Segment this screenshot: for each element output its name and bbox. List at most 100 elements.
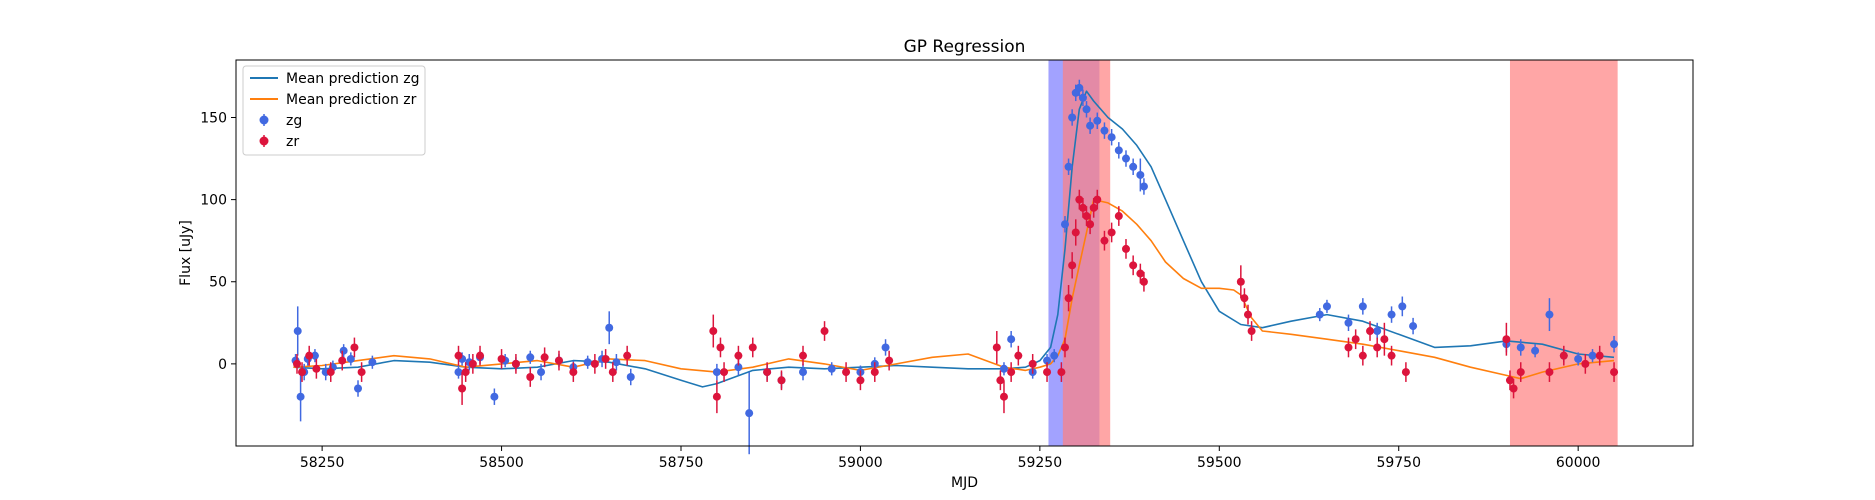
data-point-zg bbox=[1409, 322, 1418, 331]
data-point-zg bbox=[1398, 302, 1407, 311]
data-point-zg bbox=[1588, 351, 1597, 360]
data-point-zr bbox=[540, 353, 549, 362]
data-point-zg bbox=[1358, 302, 1367, 311]
data-point-zg bbox=[346, 354, 355, 363]
x-tick-label: 59750 bbox=[1376, 455, 1421, 471]
x-tick-label: 59500 bbox=[1197, 455, 1242, 471]
legend-label-zg-points: zg bbox=[286, 113, 302, 129]
data-point-zg bbox=[368, 358, 377, 367]
data-point-zg bbox=[1531, 346, 1540, 355]
data-point-zr bbox=[1505, 376, 1514, 385]
observation-points bbox=[291, 79, 1619, 455]
data-point-zr bbox=[511, 359, 520, 368]
data-point-zg bbox=[1075, 83, 1084, 92]
data-point-zr bbox=[748, 343, 757, 352]
legend-marker-zr bbox=[259, 136, 269, 146]
data-point-zr bbox=[1071, 228, 1080, 237]
data-point-zg bbox=[734, 363, 743, 372]
data-point-zr bbox=[734, 351, 743, 360]
data-point-zg bbox=[745, 409, 754, 418]
data-point-zg bbox=[1315, 310, 1324, 319]
data-point-zr bbox=[1581, 359, 1590, 368]
data-point-zr bbox=[1064, 294, 1073, 303]
data-point-zg bbox=[354, 384, 363, 393]
y-tick-label: 0 bbox=[218, 357, 227, 373]
data-point-zg bbox=[537, 368, 546, 377]
legend-label-zg-line: Mean prediction zg bbox=[286, 71, 420, 87]
legend-box bbox=[242, 65, 426, 156]
x-tick-label: 60000 bbox=[1556, 455, 1601, 471]
data-point-zr bbox=[476, 351, 485, 360]
data-point-zr bbox=[601, 354, 610, 363]
data-point-zg bbox=[1100, 126, 1109, 135]
data-point-zg bbox=[1545, 310, 1554, 319]
data-point-zr bbox=[1121, 244, 1130, 253]
data-point-zg bbox=[1574, 354, 1583, 363]
y-tick-label: 150 bbox=[200, 110, 227, 126]
data-point-zr bbox=[1358, 351, 1367, 360]
data-point-zg bbox=[1322, 302, 1331, 311]
data-point-zr bbox=[526, 373, 535, 382]
data-point-zg bbox=[490, 392, 499, 401]
data-point-zr bbox=[1344, 343, 1353, 352]
chart-title: GP Regression bbox=[904, 37, 1026, 57]
axes: 58250 58500 58750 59000 59250 59500 59750 60000… bbox=[200, 110, 1600, 471]
data-point-zr bbox=[1028, 359, 1037, 368]
data-point-zg bbox=[1050, 351, 1059, 360]
data-point-zr bbox=[1240, 294, 1249, 303]
shaded-region-red-2 bbox=[1509, 60, 1618, 446]
data-point-zr bbox=[305, 351, 314, 360]
data-point-zr bbox=[623, 351, 632, 360]
data-point-zr bbox=[357, 368, 366, 377]
data-point-zr bbox=[458, 384, 467, 393]
data-point-zr bbox=[298, 368, 307, 377]
data-point-zr bbox=[856, 376, 865, 385]
data-point-zg bbox=[799, 368, 808, 377]
data-point-zr bbox=[720, 368, 729, 377]
data-point-zr bbox=[1100, 236, 1109, 245]
x-tick-label: 59000 bbox=[838, 455, 883, 471]
data-point-zg bbox=[1136, 170, 1145, 179]
data-point-zg bbox=[605, 323, 614, 332]
data-point-zr bbox=[1129, 261, 1138, 270]
data-point-zg bbox=[827, 364, 836, 373]
data-point-zr bbox=[1014, 351, 1023, 360]
data-point-zg bbox=[339, 346, 348, 355]
data-point-zr bbox=[1093, 195, 1102, 204]
data-point-zr bbox=[820, 327, 829, 336]
data-point-zg bbox=[1121, 154, 1130, 163]
data-point-zr bbox=[1075, 195, 1084, 204]
data-point-zr bbox=[1502, 335, 1511, 344]
data-point-zr bbox=[1373, 343, 1382, 352]
data-point-zg bbox=[1344, 318, 1353, 327]
data-point-zr bbox=[1107, 228, 1116, 237]
data-point-zg bbox=[1078, 93, 1087, 102]
data-point-zr bbox=[1068, 261, 1077, 270]
legend-marker-zg bbox=[259, 115, 269, 125]
data-point-zg bbox=[626, 373, 635, 382]
data-point-zr bbox=[554, 356, 563, 365]
data-point-zr bbox=[709, 327, 718, 336]
data-point-zg bbox=[296, 392, 305, 401]
x-tick-label: 59250 bbox=[1018, 455, 1063, 471]
legend-label-zr-line: Mean prediction zr bbox=[286, 92, 417, 108]
data-point-zr bbox=[569, 368, 578, 377]
data-point-zr bbox=[763, 368, 772, 377]
data-point-zr bbox=[712, 392, 721, 401]
data-point-zr bbox=[1351, 335, 1360, 344]
data-point-zr bbox=[326, 368, 335, 377]
data-point-zr bbox=[716, 343, 725, 352]
data-point-zg bbox=[1086, 121, 1095, 130]
y-axis-label: Flux [uJy] bbox=[178, 220, 194, 286]
data-point-zr bbox=[608, 368, 617, 377]
data-point-zr bbox=[1136, 269, 1145, 278]
data-point-zr bbox=[1516, 368, 1525, 377]
data-point-zg bbox=[1043, 356, 1052, 365]
data-point-zr bbox=[1057, 368, 1066, 377]
data-point-zr bbox=[1387, 351, 1396, 360]
data-point-zr bbox=[497, 354, 506, 363]
data-point-zr bbox=[350, 343, 359, 352]
data-point-zr bbox=[293, 359, 302, 368]
data-point-zr bbox=[885, 356, 894, 365]
